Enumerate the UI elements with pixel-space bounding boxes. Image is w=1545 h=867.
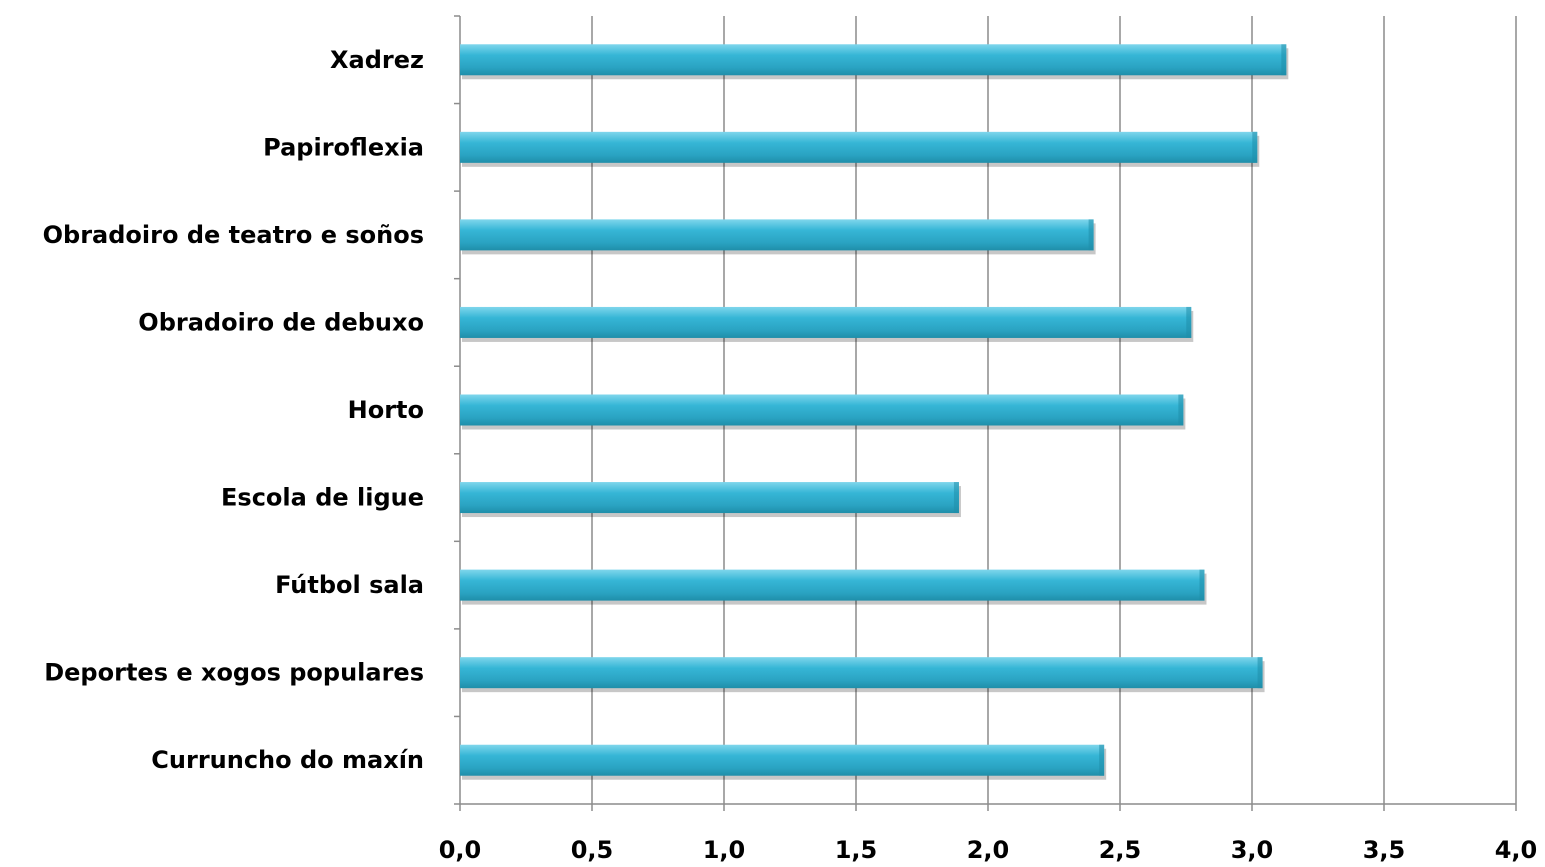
bar — [460, 482, 959, 514]
bar-group — [460, 482, 961, 518]
bar — [460, 44, 1287, 76]
bars — [460, 44, 1289, 780]
category-label: Xadrez — [330, 46, 424, 74]
bar — [460, 394, 1184, 426]
bar-end-cap — [1257, 657, 1263, 689]
bar-end-cap — [953, 482, 959, 514]
bar-group — [460, 131, 1260, 167]
category-label: Curruncho do maxín — [151, 746, 424, 774]
category-label: Papiroflexia — [263, 133, 424, 161]
bar — [460, 657, 1263, 689]
category-label: Escola de ligue — [221, 484, 424, 512]
x-tick-label: 2,0 — [967, 836, 1010, 864]
x-tick-label: 4,0 — [1495, 836, 1538, 864]
bar-group — [460, 219, 1096, 255]
category-label: Horto — [348, 396, 424, 424]
bar — [460, 219, 1094, 251]
x-tick-label: 2,5 — [1099, 836, 1142, 864]
bar — [460, 306, 1192, 338]
x-tick-label: 1,0 — [703, 836, 746, 864]
x-tick-labels: 0,0 0,5 1,0 1,5 2,0 2,5 3,0 3,5 4,0 — [439, 836, 1538, 864]
bar-group — [460, 657, 1265, 693]
bar-end-cap — [1281, 44, 1287, 76]
bar-end-cap — [1178, 394, 1184, 426]
category-label: Fútbol sala — [275, 571, 424, 599]
bar-group — [460, 394, 1186, 430]
bar-end-cap — [1088, 219, 1094, 251]
x-tick-label: 3,0 — [1231, 836, 1274, 864]
bar-group — [460, 744, 1107, 780]
bar-group — [460, 44, 1289, 80]
x-tick-label: 0,5 — [571, 836, 614, 864]
x-tick-label: 0,0 — [439, 836, 482, 864]
bar-group — [460, 306, 1194, 342]
bar-end-cap — [1099, 744, 1105, 776]
x-tick-label: 3,5 — [1363, 836, 1406, 864]
category-label: Obradoiro de debuxo — [138, 308, 424, 336]
category-labels: Xadrez Papiroflexia Obradoiro de teatro e … — [43, 46, 424, 774]
category-label: Obradoiro de teatro e soños — [43, 221, 424, 249]
bar-end-cap — [1186, 306, 1192, 338]
category-label: Deportes e xogos populares — [44, 659, 424, 687]
bar — [460, 744, 1105, 776]
bar-group — [460, 569, 1207, 605]
bar-end-cap — [1199, 569, 1205, 601]
x-tick-label: 1,5 — [835, 836, 878, 864]
bar-end-cap — [1252, 131, 1258, 163]
bar — [460, 569, 1205, 601]
bar — [460, 131, 1258, 163]
